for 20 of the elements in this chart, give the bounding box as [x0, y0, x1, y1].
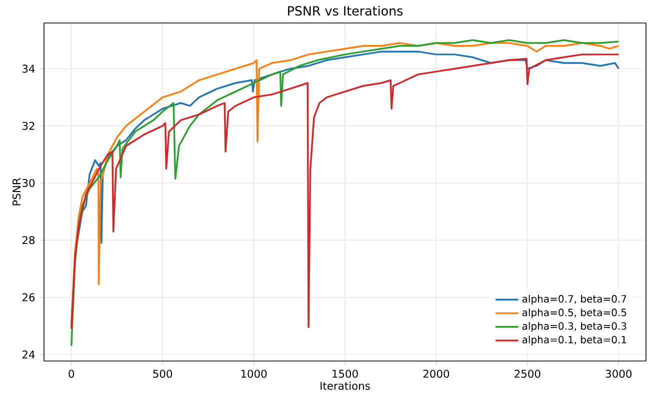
y-tick-label: 32: [22, 122, 34, 130]
y-tick-label: 26: [22, 293, 35, 302]
y-tick-label: 34: [22, 64, 35, 73]
y-tick-label: 30: [22, 178, 35, 188]
y-axis-title: PSNR: [12, 178, 21, 206]
chart-title: PSNR vs Iterations: [288, 6, 403, 16]
x-tick-label: 2500: [514, 370, 540, 378]
legend-label: alpha=0.3, beta=0.3: [522, 322, 626, 332]
x-tick-label: 500: [153, 370, 172, 378]
x-tick-label: 1000: [241, 370, 267, 378]
legend-label: alpha=0.1, beta=0.1: [522, 336, 626, 346]
legend-label: alpha=0.5, beta=0.5: [522, 308, 626, 318]
x-tick-label: 3000: [606, 370, 632, 378]
legend-label: alpha=0.7, beta=0.7: [522, 294, 626, 305]
y-tick-label: 24: [22, 350, 35, 358]
x-axis-title: Iterations: [320, 382, 370, 390]
x-tick-label: 1500: [332, 370, 358, 378]
y-tick-label: 28: [22, 236, 35, 244]
x-tick-label: 0: [68, 370, 74, 378]
x-tick-label: 2000: [423, 370, 450, 378]
